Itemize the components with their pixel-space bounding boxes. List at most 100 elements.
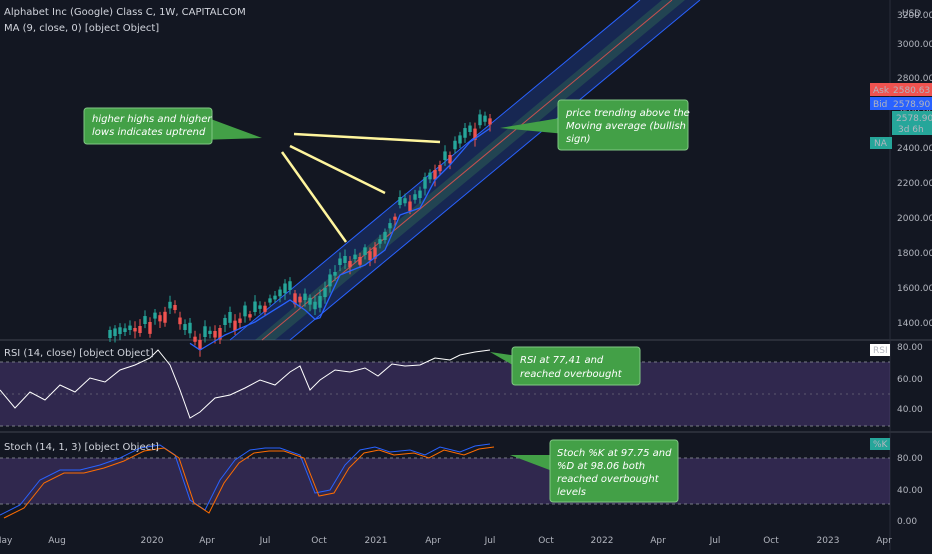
price-tick-label: 2400.00 [897,144,932,154]
currency-label: USD [902,9,921,19]
ma-note-line1: price trending above the [565,108,690,119]
candle-body [128,325,132,330]
candle-body [218,328,222,340]
candle-body [158,315,162,322]
candle-body [118,327,122,334]
arrow-mid [289,144,386,195]
candle-body [178,317,182,325]
candle-body [448,155,452,164]
bid-value: 2578.90 [893,100,930,110]
candle-body [488,118,492,125]
stoch-tick-label: 80.00 [897,454,923,464]
candle-body [113,328,117,336]
candle-body [303,293,307,300]
callout-rsi-pointer [490,352,518,368]
arrow-high [293,132,441,144]
callout-rsi-box [511,346,641,386]
price-tick-label: 2800.00 [897,74,932,84]
candle-body [263,305,267,312]
candle-body [428,172,432,180]
candle-body [293,293,297,305]
annotation-arrows [280,132,441,243]
time-tick-label: 2021 [365,536,388,546]
rsi-legend[interactable]: RSI (14, close) [object Object] [4,348,154,359]
time-tick-label: Jul [709,536,721,546]
ma-legend[interactable]: MA (9, close, 0) [object Object] [4,23,159,34]
rsi-tick-label: 80.00 [897,343,923,353]
candle-body [238,318,242,323]
price-tick-label: 1800.00 [897,249,932,259]
callout-ma-box [557,99,689,151]
candle-body [438,165,442,172]
stoch-note-line4: levels [557,487,586,498]
stoch-legend[interactable]: Stoch (14, 1, 3) [object Object] [4,442,159,453]
candle-body [433,170,437,180]
time-tick-label: Oct [538,536,554,546]
regression-channel [229,0,701,341]
rsi-badge-label: RSI [873,346,888,356]
stoch-tick-label: 40.00 [897,486,923,496]
time-tick-label: Jul [259,536,271,546]
stoch-band [0,458,890,504]
candle-body [383,231,387,240]
price-tick-label: 1600.00 [897,284,932,294]
symbol-title[interactable]: Alphabet Inc (Google) Class C, 1W, CAPIT… [4,7,246,18]
rsi-tick-label: 60.00 [897,375,923,385]
candle-body [193,336,197,342]
moving-average-line [189,127,491,351]
callout-rsi: RSI at 77,41 and reached overbought [490,346,641,386]
candle-body [398,197,402,205]
candle-body [268,298,272,303]
price-axis[interactable]: USD 3200.003000.002800.002600.002400.002… [870,9,932,329]
candle-body [408,201,412,212]
candle-body [363,247,367,255]
candlestick-series [108,109,492,357]
candle-body [228,311,232,323]
candle-body [443,151,447,160]
channel-outer-fill [230,0,700,340]
candle-body [133,328,137,332]
candle-body [403,198,407,204]
candle-body [483,115,487,122]
price-tick-label: 2200.00 [897,179,932,189]
stoch-k-line [0,443,491,516]
candle-body [313,301,317,310]
rsi-note-line2: reached overbought [520,369,623,380]
channel-inner-fill [255,0,685,340]
price-tick-label: 3000.00 [897,40,932,50]
rsi-axis[interactable]: RSI 80.00 60.00 40.00 [870,343,923,415]
callout-ma: price trending above the Moving average … [500,99,690,151]
candle-body [418,190,422,198]
time-tick-label: Oct [311,536,327,546]
uptrend-note-line2: lows indicates uptrend [92,127,206,138]
ask-badge [870,83,932,96]
callout-stoch-pointer [510,455,555,472]
ma-note-line2: Moving average (bullish [566,121,686,132]
time-tick-label: Apr [199,536,215,546]
candle-body [393,216,397,220]
time-tick-label: Jul [484,536,496,546]
price-tick-label: 1400.00 [897,319,932,329]
rsi-badge [870,344,890,356]
rsi-tick-label: 40.00 [897,405,923,415]
candle-body [153,312,157,319]
stoch-tick-label: 0.00 [897,517,917,527]
candle-body [198,340,202,350]
candle-body [318,296,322,308]
ask-label: Ask [873,86,890,96]
stoch-axis[interactable]: %K 80.00 40.00 0.00 [870,438,923,527]
time-axis[interactable]: May Aug 2020 Apr Jul Oct 2021 Apr Jul Oct 2022 Apr J… [0,536,892,546]
candle-body [368,251,372,261]
candle-body [173,305,177,311]
candle-body [283,283,287,294]
candle-body [273,295,277,300]
candle-body [248,314,252,318]
candle-body [253,301,257,312]
na-badge [870,137,892,149]
candle-body [473,128,477,140]
time-tick-label: 2023 [817,536,840,546]
candle-body [148,322,152,334]
candle-body [323,287,327,298]
